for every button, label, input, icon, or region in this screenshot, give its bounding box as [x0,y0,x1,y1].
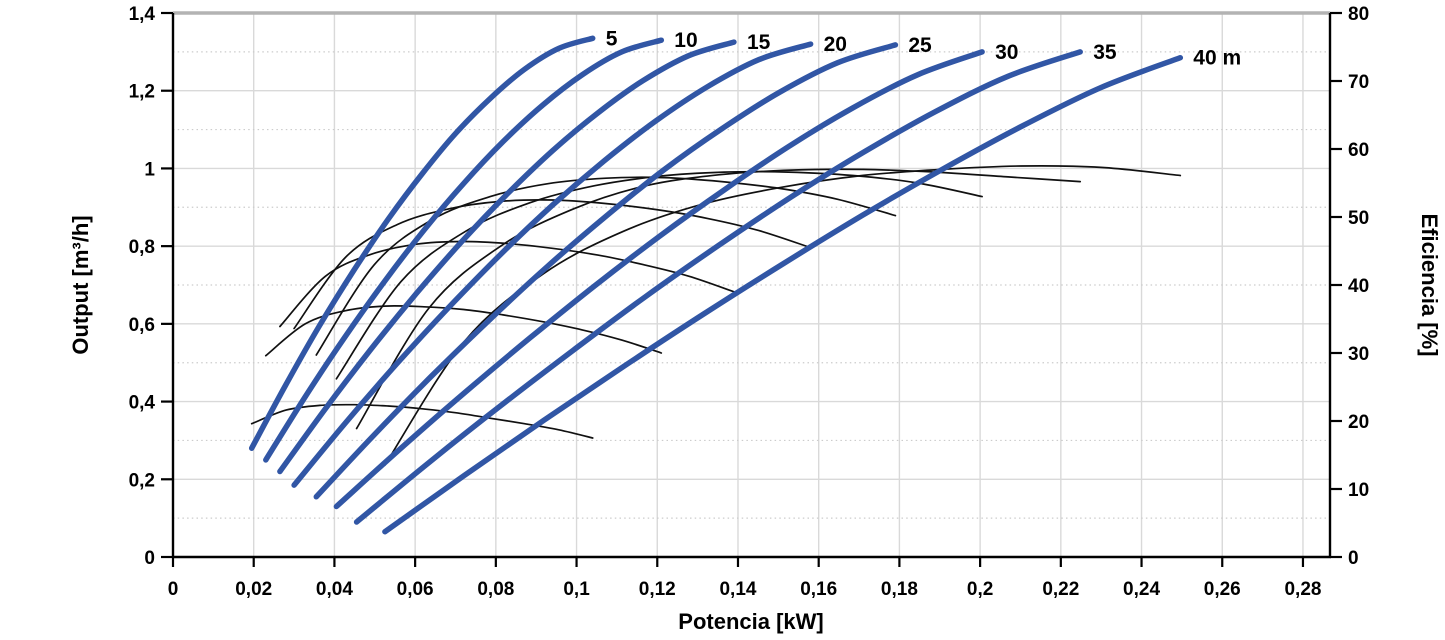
pump-curve-30m [333,49,985,510]
curve-label-15m: 15 [747,31,771,54]
y-right-tick-label: 80 [1348,4,1369,25]
curve-label-10m: 10 [674,29,697,52]
x-tick-label: 0,02 [235,579,272,600]
pump-curves [248,35,1184,535]
curve-labels: 5 10 15 20 25 30 35 40 m [606,27,1241,69]
x-tick-label: 0,16 [800,579,837,600]
curve-label-35m: 35 [1093,41,1117,64]
x-tick-label: 0,12 [639,579,676,600]
x-tick-label: 0,26 [1204,579,1241,600]
tick-labels: 0 0,02 0,04 0,06 0,08 0,1 0,12 0,14 0,16 0,18 0,2 0… [129,4,1370,600]
y-left-axis-title: Output [m³/h] [68,215,93,354]
curve-label-30m: 30 [995,41,1018,64]
x-axis-title: Potencia [kW] [678,609,823,634]
y-left-tick-label: 1 [144,159,155,180]
x-tick-label: 0,08 [477,579,514,600]
x-tick-label: 0,2 [967,579,993,600]
efficiency-curve-25m [315,176,897,356]
efficiency-curve-40m [384,165,1182,467]
axes [161,11,1342,567]
gridlines [173,11,1330,557]
curve-label-5m: 5 [606,27,618,50]
y-right-tick-label: 0 [1348,548,1359,569]
efficiency-curve-20m [293,199,812,330]
pump-curve-10m [263,37,665,463]
curve-label-20m: 20 [824,33,847,56]
y-right-tick-label: 50 [1348,208,1369,229]
y-right-axis-title: Eficiencia [%] [1417,213,1442,356]
curve-label-25m: 25 [908,34,932,57]
y-left-tick-label: 1,4 [129,4,156,25]
y-right-tick-label: 40 [1348,276,1369,297]
y-left-tick-label: 0,8 [129,237,155,258]
x-tick-label: 0,24 [1123,579,1160,600]
pump-curve-20m [291,41,814,488]
y-right-tick-label: 60 [1348,140,1369,161]
x-tick-label: 0,04 [316,579,353,600]
y-left-tick-label: 0,2 [129,470,155,491]
pump-curve-25m [313,42,899,500]
pump-curve-15m [277,39,737,475]
y-left-tick-label: 0,4 [129,393,156,414]
y-right-tick-label: 10 [1348,480,1369,501]
efficiency-curve-35m [355,168,1082,430]
x-tick-label: 0 [168,579,179,600]
efficiency-curve-15m [279,240,735,328]
curve-label-40m: 40 m [1193,47,1241,70]
x-tick-label: 0,18 [881,579,918,600]
y-right-tick-label: 70 [1348,72,1369,93]
x-tick-label: 0,06 [397,579,434,600]
x-tick-label: 0,1 [563,579,590,600]
y-left-tick-label: 1,2 [129,82,155,103]
y-right-tick-label: 20 [1348,412,1369,433]
y-right-tick-label: 30 [1348,344,1369,365]
y-left-tick-label: 0 [144,548,155,569]
x-tick-label: 0,28 [1284,579,1321,600]
pump-curve-40m [382,54,1184,535]
x-tick-label: 0,14 [719,579,756,600]
pump-curve-35m [353,49,1083,525]
x-tick-label: 0,22 [1042,579,1079,600]
pump-curve-5m [248,35,596,451]
y-left-tick-label: 0,6 [129,315,155,336]
